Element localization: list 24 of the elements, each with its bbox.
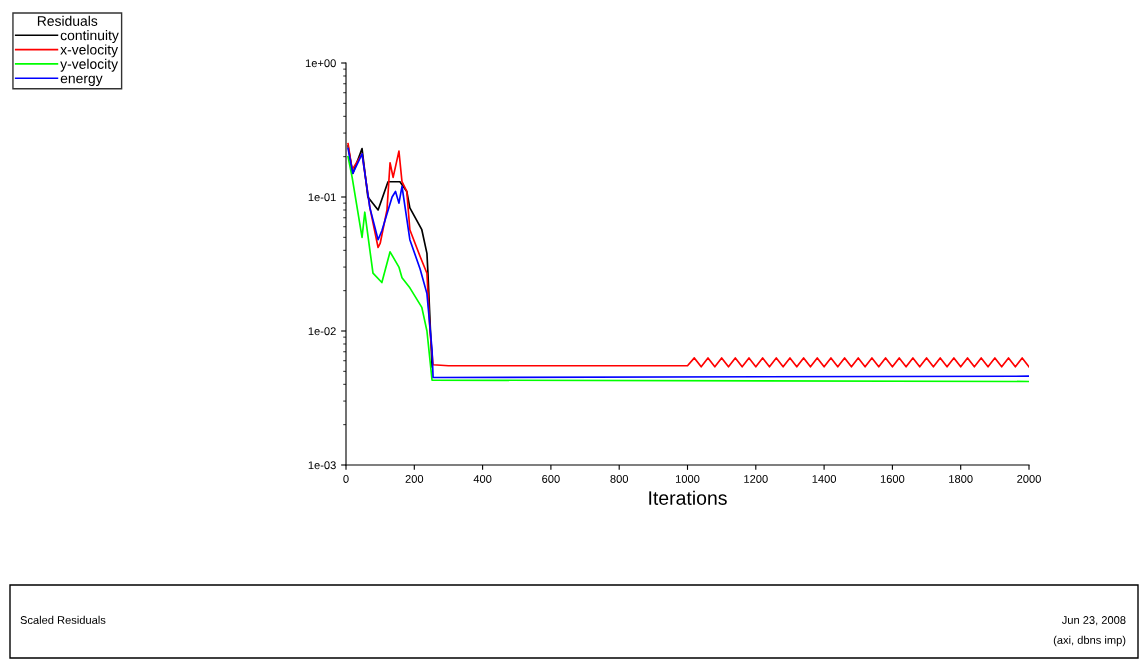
x-tick-label: 1000 bbox=[675, 475, 700, 483]
x-tick-label: 1600 bbox=[880, 475, 905, 483]
y-tick-label: 1e-01 bbox=[308, 193, 336, 202]
x-tick-label: 600 bbox=[542, 475, 560, 483]
text: Scaled Residuals bbox=[20, 615, 106, 624]
x-tick-label: 1400 bbox=[812, 475, 837, 483]
x-axis-title: Iterations bbox=[649, 490, 727, 505]
x-tick-label: 2000 bbox=[1017, 475, 1041, 483]
legend-label: x-velocity bbox=[60, 44, 119, 58]
y-tick-label: 1e+00 bbox=[305, 59, 336, 68]
y-tick-label: 1e-03 bbox=[308, 461, 336, 470]
legend-label: continuity bbox=[60, 30, 119, 44]
text: Jun 23, 2008 bbox=[1061, 616, 1126, 626]
x-tick-label: 0 bbox=[343, 475, 349, 483]
y-tick-label: 1e-02 bbox=[308, 327, 336, 336]
text: (axi, dbns imp) bbox=[1053, 635, 1126, 647]
legend-label: energy bbox=[60, 75, 103, 87]
x-tick-label: 800 bbox=[610, 475, 629, 483]
legend-title: Residuals bbox=[37, 15, 98, 26]
x-tick-label: 1800 bbox=[949, 475, 973, 483]
x-tick-label: 400 bbox=[473, 475, 492, 483]
x-tick-label: 1200 bbox=[744, 475, 768, 483]
legend-label: y-velocity bbox=[60, 58, 119, 72]
x-tick-label: 200 bbox=[405, 475, 424, 483]
